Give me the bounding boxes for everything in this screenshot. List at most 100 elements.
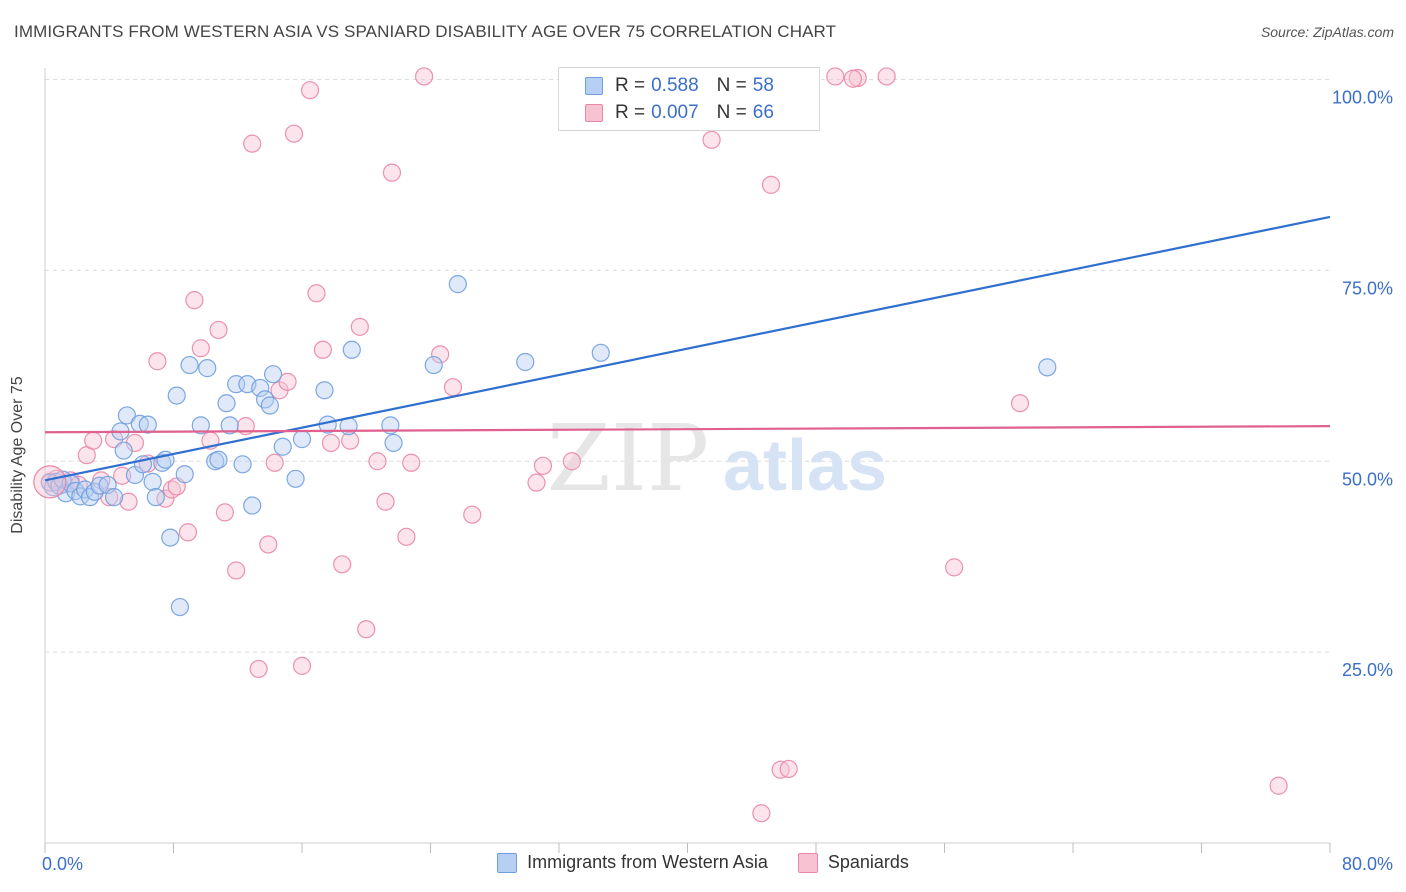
- data-point: [178, 523, 198, 542]
- data-point: [702, 130, 721, 149]
- data-point: [292, 656, 312, 675]
- data-point: [233, 455, 252, 474]
- watermark-atlas: atlas: [723, 426, 887, 506]
- chart-title: IMMIGRANTS FROM WESTERN ASIA VS SPANIARD…: [14, 22, 837, 41]
- data-point: [243, 496, 262, 515]
- data-point: [146, 488, 165, 507]
- data-point: [251, 378, 270, 398]
- legend-label-western-asia: Immigrants from Western Asia: [527, 852, 768, 872]
- data-point: [843, 69, 863, 88]
- legend-swatch-pink: [797, 852, 818, 873]
- data-point: [443, 378, 463, 397]
- data-point: [175, 465, 194, 484]
- data-point: [945, 558, 964, 577]
- data-point: [313, 340, 332, 359]
- watermark: ZIP atlas: [547, 405, 887, 512]
- data-point: [278, 372, 297, 391]
- legend-row-pink: R = 0.007 N = 66: [585, 100, 792, 126]
- data-point: [286, 469, 305, 488]
- data-point: [779, 759, 798, 779]
- data-point: [263, 365, 283, 384]
- data-point: [357, 620, 376, 639]
- data-point: [185, 291, 204, 310]
- legend-swatch-blue: [497, 852, 518, 873]
- data-point: [307, 284, 326, 303]
- data-point: [315, 381, 334, 400]
- data-point: [292, 430, 312, 449]
- trend-line-western-asia: [44, 215, 1331, 482]
- stats-legend: R = 0.588 N = 58 R = 0.007 N = 66: [558, 67, 820, 131]
- data-point: [153, 453, 172, 472]
- data-point: [424, 355, 443, 375]
- data-point: [342, 340, 361, 359]
- x-tick-label-min: 0.0%: [42, 854, 83, 874]
- data-point: [191, 416, 210, 435]
- y-tick-label: 50.0%: [1342, 469, 1393, 489]
- data-point: [848, 68, 867, 88]
- data-point: [752, 804, 771, 823]
- legend-r-label: R =: [615, 75, 646, 96]
- data-point: [138, 415, 157, 434]
- legend-item-western-asia[interactable]: Immigrants from Western Asia: [497, 852, 768, 873]
- data-point: [384, 433, 403, 453]
- data-point: [877, 67, 896, 86]
- data-point: [170, 597, 190, 617]
- watermark-zip: ZIP: [547, 405, 709, 512]
- data-point: [368, 452, 387, 471]
- source-credit: Source: ZipAtlas.com: [1260, 24, 1394, 40]
- data-point: [104, 488, 124, 507]
- legend-swatch-pink: [585, 104, 603, 122]
- data-point: [414, 67, 434, 86]
- legend-swatch-blue: [585, 77, 603, 95]
- data-point: [198, 359, 217, 378]
- data-point: [112, 466, 132, 485]
- legend-row-blue: R = 0.588 N = 58: [585, 73, 792, 99]
- data-point: [516, 352, 535, 372]
- data-point: [191, 339, 210, 358]
- data-point: [117, 406, 137, 425]
- data-point: [448, 275, 467, 294]
- data-point: [162, 480, 181, 499]
- data-point: [397, 527, 416, 546]
- data-point: [180, 355, 199, 375]
- data-point: [243, 134, 262, 153]
- legend-n-value: 66: [752, 102, 774, 123]
- data-point: [463, 505, 482, 524]
- data-point: [156, 489, 175, 508]
- data-point: [227, 561, 246, 580]
- data-point: [533, 456, 553, 475]
- data-point: [431, 345, 450, 364]
- data-point: [215, 503, 234, 522]
- data-point: [562, 452, 581, 471]
- data-point: [527, 473, 546, 492]
- y-tick-label: 25.0%: [1342, 660, 1393, 680]
- data-point: [249, 659, 268, 679]
- y-tick-label: 100.0%: [1332, 88, 1393, 108]
- trend-lines: [44, 215, 1331, 482]
- data-point: [376, 492, 395, 511]
- legend-item-spaniards[interactable]: Spaniards: [797, 852, 909, 873]
- data-point: [217, 394, 236, 413]
- data-point: [148, 352, 167, 371]
- data-point: [284, 124, 304, 143]
- data-point: [591, 343, 610, 362]
- data-point: [1269, 776, 1288, 795]
- data-point: [826, 67, 845, 86]
- data-point: [382, 163, 402, 182]
- legend-n-label: N =: [716, 75, 747, 96]
- data-point: [209, 320, 228, 340]
- data-point: [341, 431, 360, 450]
- legend-n-value: 58: [752, 75, 774, 96]
- legend-r-label: R =: [615, 102, 646, 123]
- x-tick-label-max: 80.0%: [1342, 854, 1393, 874]
- data-point: [255, 390, 275, 409]
- legend-r-value: 0.588: [651, 75, 699, 96]
- data-point: [119, 492, 138, 511]
- data-point: [1038, 358, 1057, 377]
- legend-r-value: 0.007: [651, 102, 699, 123]
- data-point: [761, 175, 781, 194]
- series-legend: Immigrants from Western Asia Spaniards: [0, 852, 1406, 873]
- cluster-point: [33, 465, 67, 499]
- axes: [44, 68, 1331, 853]
